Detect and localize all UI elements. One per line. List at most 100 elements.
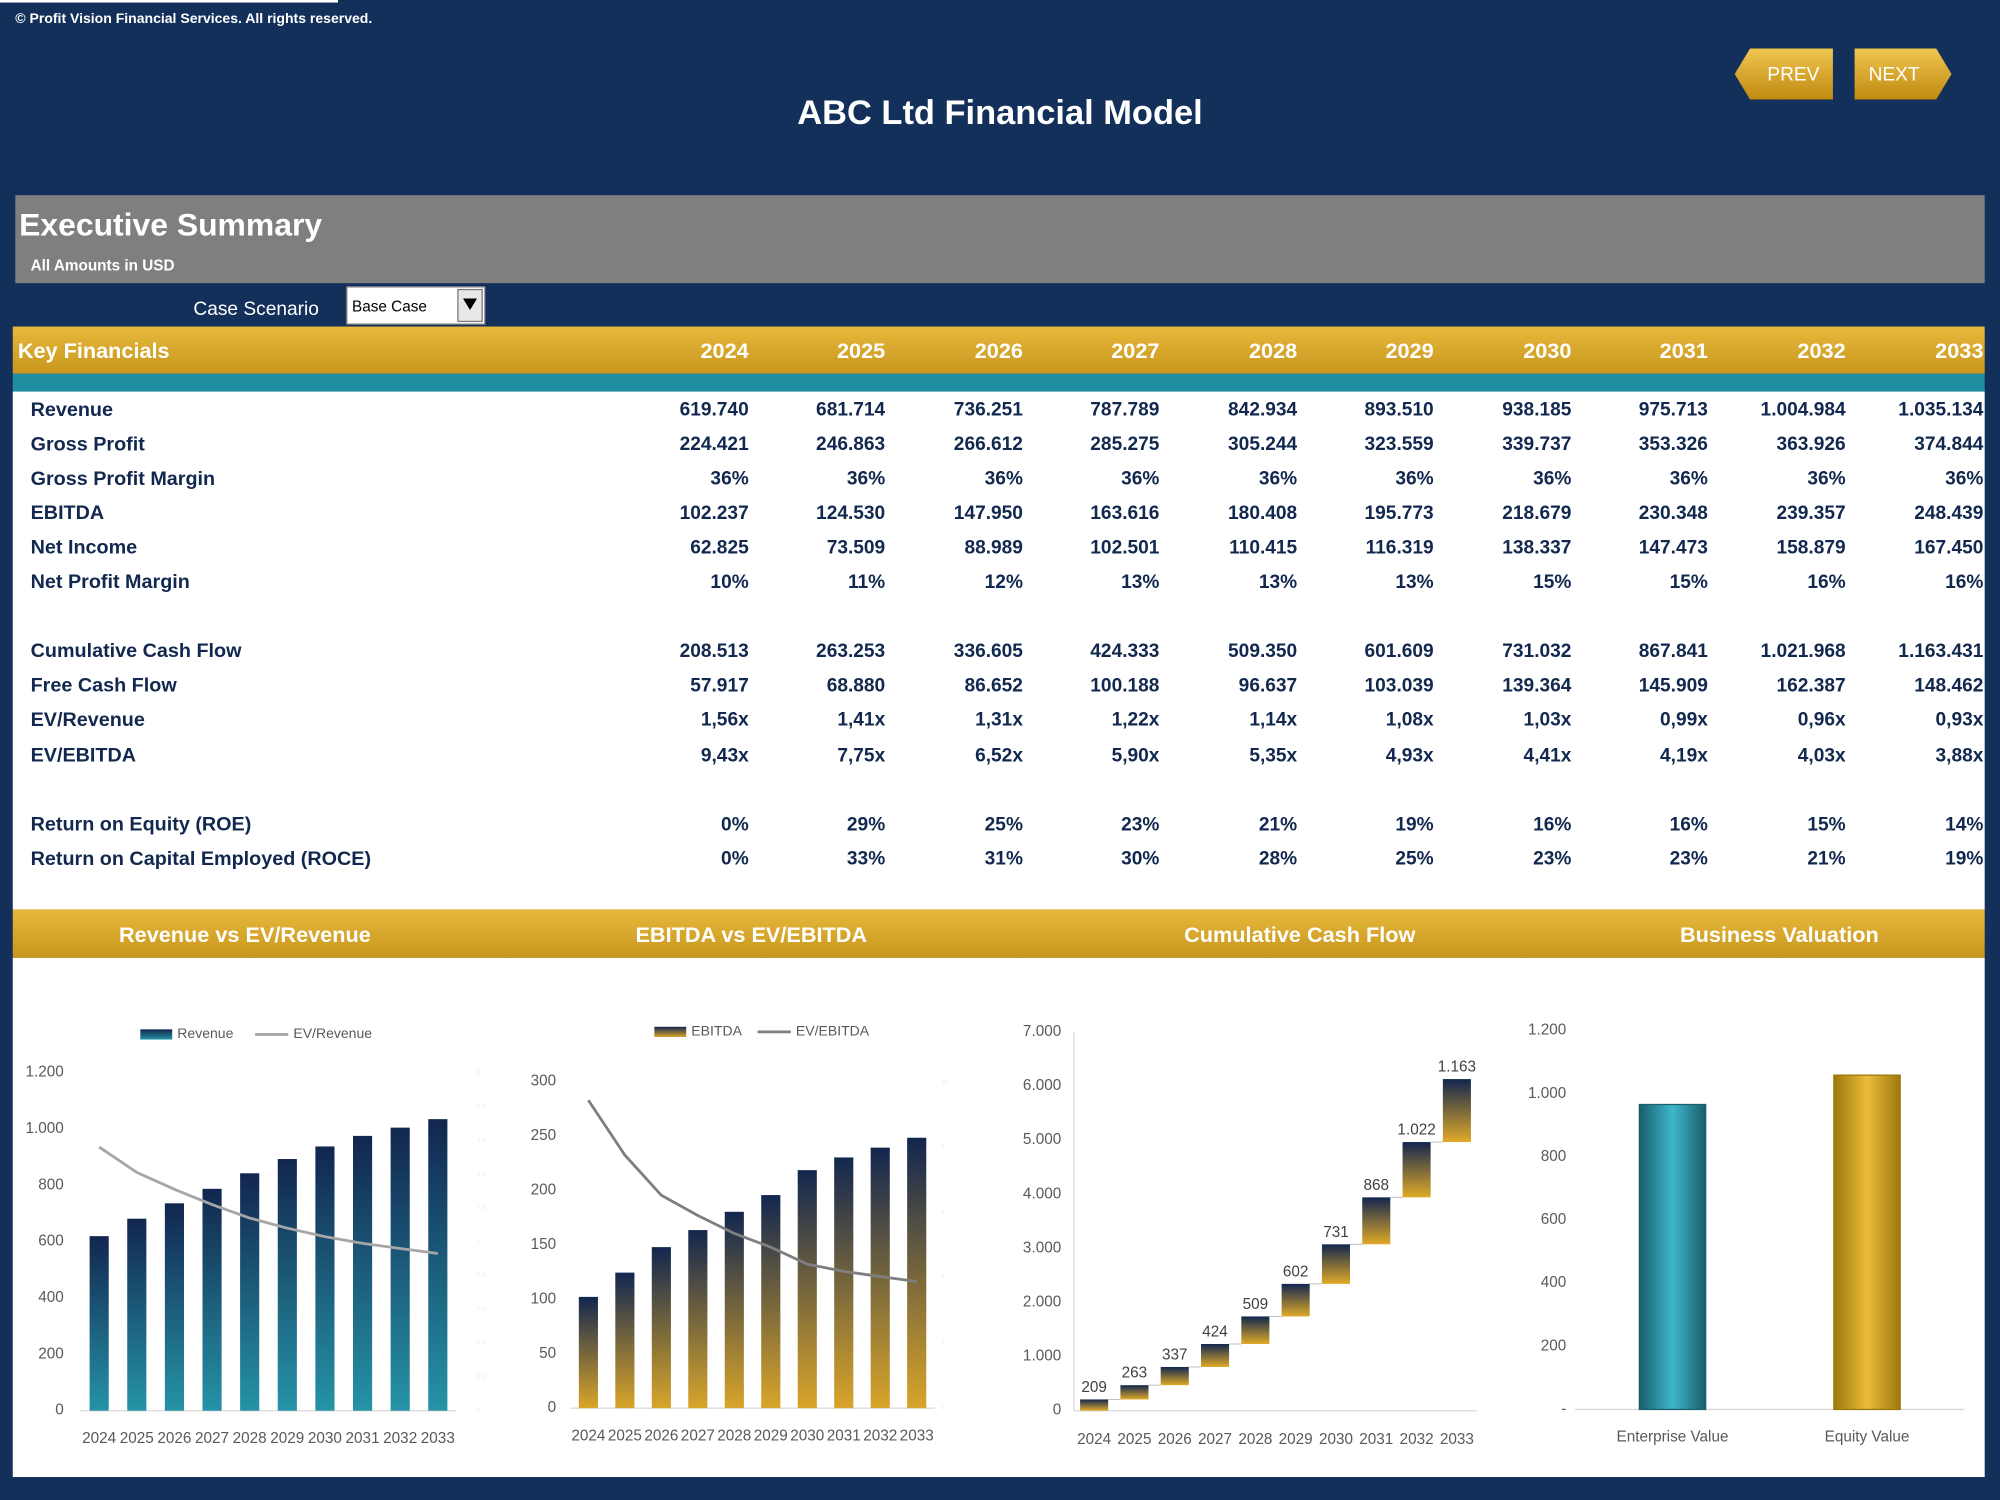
x-tick-label: 2031 xyxy=(827,1427,861,1444)
scenario-dropdown[interactable]: Base Case xyxy=(346,286,486,325)
table-header: Key Financials xyxy=(18,338,170,363)
cell: 25% xyxy=(985,814,1023,835)
bar xyxy=(834,1157,854,1409)
bar xyxy=(1241,1316,1270,1345)
x-tick-label: 2028 xyxy=(717,1427,751,1444)
cell: 36% xyxy=(710,469,748,490)
next-button[interactable]: NEXT xyxy=(1854,48,1952,100)
x-tick-label: Equity Value xyxy=(1825,1429,1910,1446)
y-tick-label: 150 xyxy=(531,1236,557,1253)
cell: 4,41x xyxy=(1524,745,1572,766)
y-tick-label: 6.000 xyxy=(1023,1077,1061,1094)
cell: 736.251 xyxy=(954,400,1023,421)
cell: 1.021.968 xyxy=(1761,641,1846,662)
bar xyxy=(1638,1103,1707,1411)
cell: 1,03x xyxy=(1524,710,1572,731)
x-tick-label: 2027 xyxy=(681,1427,715,1444)
dropdown-arrow[interactable] xyxy=(463,298,478,310)
y2-tick-label: 0.6 xyxy=(477,1306,486,1313)
cell: 36% xyxy=(1395,469,1433,490)
x-tick-label: 2025 xyxy=(1117,1431,1151,1448)
copyright: © Profit Vision Financial Services. All … xyxy=(15,10,372,26)
cell: 336.605 xyxy=(954,641,1023,662)
x-tick-label: 2031 xyxy=(346,1430,380,1447)
bar xyxy=(724,1211,744,1409)
cell: 323.559 xyxy=(1365,434,1434,455)
section-title: Executive Summary xyxy=(19,206,322,242)
column-header: 2026 xyxy=(975,338,1023,363)
cell: 16% xyxy=(1945,572,1983,593)
cell: 145.909 xyxy=(1639,675,1708,696)
y-tick-label: 800 xyxy=(38,1176,64,1193)
cell: 1,14x xyxy=(1249,710,1297,731)
table-header-band xyxy=(12,326,1985,374)
y-tick-label: 600 xyxy=(1541,1211,1567,1228)
cell: 102.237 xyxy=(680,503,749,524)
y-tick-label: 3.000 xyxy=(1023,1239,1061,1256)
bar xyxy=(352,1135,373,1411)
cell: 19% xyxy=(1395,814,1433,835)
y-tick-label: 2.000 xyxy=(1023,1294,1061,1311)
bar xyxy=(202,1188,222,1411)
value-label: 263 xyxy=(1122,1365,1148,1382)
cell: 73.509 xyxy=(827,538,886,559)
dropdown-value[interactable]: Base Case xyxy=(352,298,427,315)
cell: 731.032 xyxy=(1502,641,1571,662)
cell: 180.408 xyxy=(1228,503,1297,524)
y-tick-label: 1.200 xyxy=(25,1064,63,1081)
cell: 6,52x xyxy=(975,745,1023,766)
cell: 57.917 xyxy=(690,675,749,696)
x-tick-label: 2029 xyxy=(754,1427,788,1444)
y-tick-label: 200 xyxy=(1541,1337,1567,1354)
prev-shape[interactable] xyxy=(1734,48,1833,100)
cell: 239.357 xyxy=(1777,503,1846,524)
cell: 28% xyxy=(1259,849,1297,870)
x-tick-label: 2030 xyxy=(790,1427,824,1444)
x-tick-label: 2030 xyxy=(308,1430,342,1447)
next-shape[interactable] xyxy=(1854,48,1952,100)
cell: 29% xyxy=(847,814,885,835)
cell: 266.612 xyxy=(954,434,1023,455)
line xyxy=(98,1145,439,1255)
chart-title-band xyxy=(12,909,1985,958)
cell: 110.415 xyxy=(1229,538,1297,559)
x-tick-label: 2033 xyxy=(900,1427,934,1444)
cell: 938.185 xyxy=(1502,400,1571,421)
cell: 68.880 xyxy=(827,675,886,696)
cell: 4,19x xyxy=(1660,745,1708,766)
value-label: 731 xyxy=(1323,1224,1349,1241)
cell: 5,90x xyxy=(1112,745,1160,766)
row-label: EV/Revenue xyxy=(31,709,145,731)
value-label: 424 xyxy=(1202,1324,1228,1341)
cell: 11% xyxy=(848,572,885,593)
cell: 195.773 xyxy=(1365,503,1434,524)
legend-label: EV/EBITDA xyxy=(796,1023,870,1039)
section-band xyxy=(15,195,1985,284)
top-strip xyxy=(0,0,339,3)
x-tick-label: 2026 xyxy=(1158,1431,1192,1448)
value-label: 1.022 xyxy=(1397,1122,1435,1139)
cell: 1.163.431 xyxy=(1898,641,1983,662)
x-tick-label: 2024 xyxy=(1077,1431,1112,1448)
cell: 15% xyxy=(1670,572,1708,593)
cell: 263.253 xyxy=(816,641,885,662)
cell: 96.637 xyxy=(1239,675,1298,696)
column-header: 2027 xyxy=(1111,338,1159,363)
prev-button[interactable]: PREV xyxy=(1734,48,1833,100)
cell: 36% xyxy=(1259,469,1297,490)
cell: 100.188 xyxy=(1090,675,1159,696)
cell: 1,41x xyxy=(837,710,885,731)
cell: 88.989 xyxy=(964,538,1023,559)
next-label[interactable]: NEXT xyxy=(1869,64,1920,85)
cell: 0% xyxy=(721,849,749,870)
prev-label[interactable]: PREV xyxy=(1767,64,1819,85)
y2-tick-label: 4 xyxy=(941,1274,945,1281)
chart-title: Business Valuation xyxy=(1680,922,1879,947)
x-tick-label: 2028 xyxy=(1238,1431,1272,1448)
cell: 3,88x xyxy=(1936,745,1984,766)
y2-tick-label: 8 xyxy=(941,1144,945,1151)
cell: 13% xyxy=(1121,572,1159,593)
row-label: Revenue xyxy=(31,399,113,421)
bar xyxy=(615,1272,635,1409)
bar xyxy=(1442,1079,1471,1143)
